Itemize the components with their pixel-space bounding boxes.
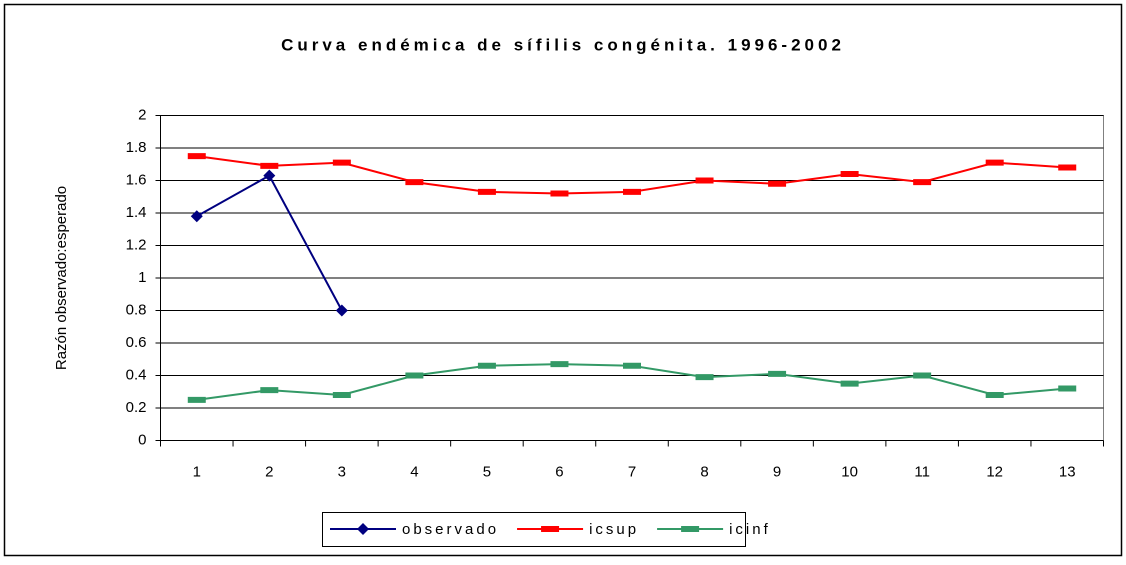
y-tick-label: 0 [138, 431, 146, 448]
legend-label: observado [402, 521, 499, 538]
y-tick-label: 1 [138, 269, 146, 286]
x-tick-label: 4 [410, 463, 418, 480]
data-point [695, 374, 714, 381]
x-tick-label: 7 [628, 463, 636, 480]
y-tick-label: 0.2 [126, 399, 147, 416]
x-tick-label: 3 [338, 463, 346, 480]
data-point [332, 392, 351, 398]
data-point [335, 304, 348, 317]
data-point [477, 362, 496, 369]
data-point [260, 162, 279, 169]
data-point [623, 362, 641, 369]
x-tick-label: 2 [265, 463, 273, 480]
y-tick-label: 1.6 [126, 171, 147, 188]
x-tick-label: 11 [914, 463, 930, 480]
data-point [263, 169, 276, 182]
data-point [550, 190, 569, 197]
x-tick-label: 5 [483, 463, 491, 480]
legend-marker [541, 526, 560, 532]
data-point [768, 370, 787, 377]
y-tick-label: 2 [138, 106, 146, 123]
x-tick-label: 1 [193, 463, 201, 480]
y-axis-label: Razón observado:esperado [53, 186, 70, 370]
data-point [623, 188, 641, 195]
data-point [1058, 385, 1077, 392]
data-point [405, 179, 424, 186]
x-tick-label: 10 [841, 463, 858, 480]
legend-marker [357, 523, 369, 535]
legend-label: icsup [589, 521, 639, 538]
legend: observado icsup icinf [322, 512, 771, 547]
data-point [187, 153, 206, 160]
data-point [840, 380, 859, 387]
x-tick-label: 8 [700, 463, 708, 480]
data-point [477, 188, 496, 195]
data-point [913, 372, 932, 379]
data-point [695, 177, 714, 184]
x-tick-label: 9 [773, 463, 781, 480]
data-point [187, 396, 206, 403]
data-point [190, 210, 203, 223]
chart-frame [3, 3, 1123, 557]
data-point [332, 159, 351, 166]
data-point [550, 361, 569, 368]
legend-label: icinf [729, 521, 771, 538]
y-tick-label: 0.6 [126, 334, 147, 351]
y-tick-label: 0.4 [126, 366, 147, 383]
y-tick-label: 1.8 [126, 139, 147, 156]
legend-marker [681, 526, 700, 532]
data-point [985, 159, 1004, 166]
data-point [985, 392, 1004, 398]
y-tick-label: 1.2 [126, 236, 147, 253]
data-point [1058, 164, 1077, 171]
x-tick-label: 6 [555, 463, 563, 480]
data-point [405, 372, 424, 379]
chart-title: Curva endémica de sífilis congénita. 199… [281, 35, 845, 54]
data-point [260, 387, 279, 394]
y-tick-label: 1.4 [126, 204, 147, 221]
data-point [768, 180, 787, 187]
x-tick-label: 12 [986, 463, 1003, 480]
data-point [840, 171, 859, 177]
data-point [913, 179, 932, 186]
y-tick-label: 0.8 [126, 301, 147, 318]
x-tick-label: 13 [1059, 463, 1076, 480]
